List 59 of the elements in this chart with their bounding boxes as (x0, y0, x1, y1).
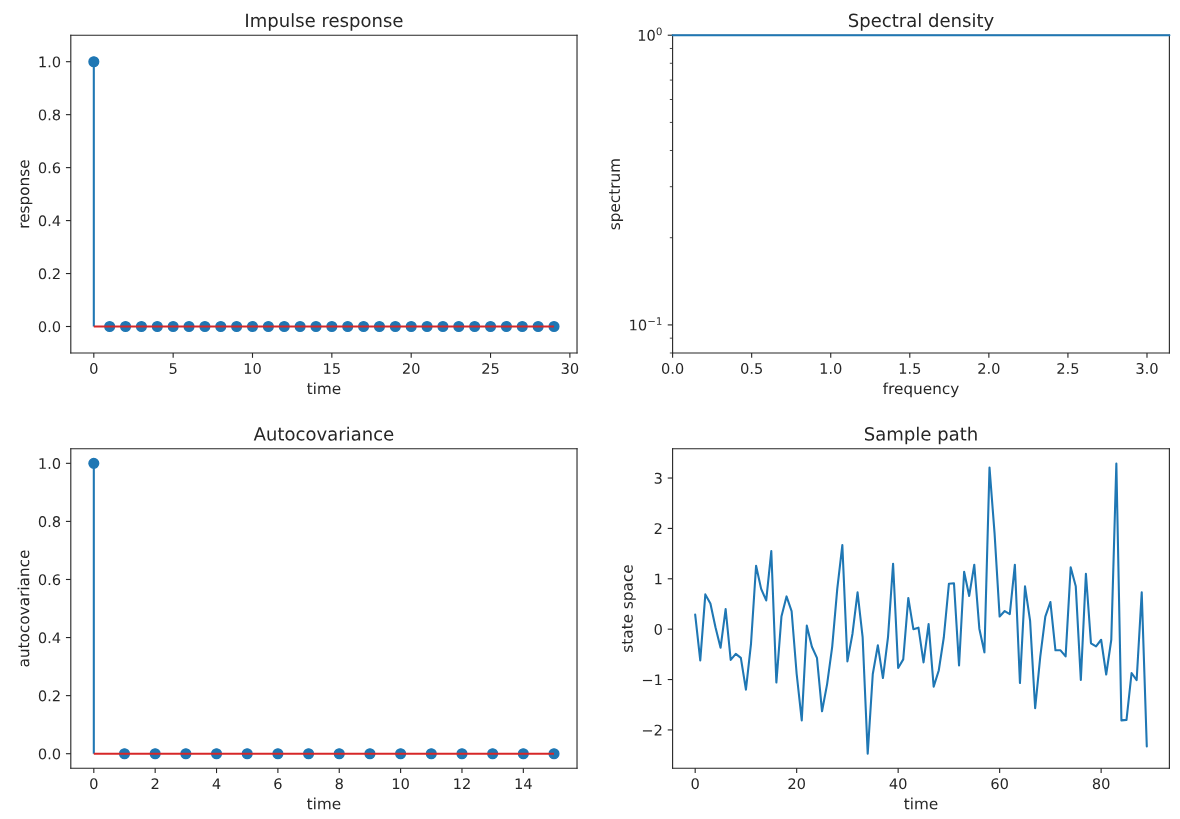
x-tick-label: 8 (335, 778, 343, 790)
y-tick-label: 2 (654, 523, 662, 534)
x-tick-label: 30 (561, 362, 579, 374)
x-tick-label: 5 (169, 363, 177, 374)
x-tick-label: 40 (889, 778, 907, 790)
y-tick-label: 10$^{0}$ (638, 27, 662, 41)
y-tick-label: 1.0 (39, 56, 61, 68)
y-tick-label: 0.2 (38, 268, 60, 280)
y-axis-title: spectrum (609, 159, 624, 230)
x-tick-label: 2.0 (978, 362, 1000, 374)
y-tick-label: 0.6 (38, 574, 61, 586)
y-axis-title: state space (621, 565, 636, 652)
x-tick-label: 6 (274, 778, 282, 790)
y-tick-label: 0.6 (38, 162, 61, 174)
x-tick-label: 80 (1092, 778, 1110, 790)
y-tick-label: 1 (655, 573, 662, 585)
x-tick-label: 3.0 (1136, 362, 1158, 374)
x-axis-title: time (307, 382, 341, 395)
y-tick-label: 0 (654, 623, 662, 635)
x-axis-title: frequency (883, 382, 959, 398)
y-tick-label: 3 (654, 472, 662, 484)
x-tick-label: 15 (324, 363, 340, 374)
y-tick-label: 10$^{−1}$ (630, 317, 662, 331)
x-tick-label: 2.5 (1057, 362, 1079, 374)
y-tick-label: −2 (642, 724, 662, 736)
y-tick-label: 0.4 (38, 215, 61, 227)
x-tick-label: 25 (482, 362, 499, 374)
x-axis-title: time (307, 797, 341, 810)
chart-title: Autocovariance (253, 426, 394, 441)
y-tick-label: 0.4 (38, 632, 61, 644)
x-tick-label: 10 (244, 362, 261, 374)
x-tick-label: 2 (151, 778, 159, 790)
x-tick-label: 0 (90, 362, 98, 374)
y-tick-label: 1.0 (39, 458, 61, 470)
x-tick-label: 20 (788, 778, 805, 790)
x-tick-label: 14 (515, 778, 532, 790)
x-tick-label: 0 (691, 778, 699, 790)
chart-title: Sample path (864, 426, 977, 445)
x-tick-label: 10 (392, 778, 409, 790)
chart-title: Impulse response (246, 13, 403, 31)
chart-title: Spectral density (848, 13, 994, 31)
x-axis-title: time (904, 797, 938, 810)
y-tick-label: 0.8 (38, 516, 61, 528)
y-tick-label: 0.8 (38, 109, 61, 121)
x-tick-label: 4 (212, 778, 221, 790)
x-tick-label: 1.0 (820, 362, 842, 374)
y-tick-label: 0.0 (38, 748, 61, 760)
y-tick-label: −1 (642, 674, 662, 686)
y-tick-label: 0.0 (38, 321, 61, 333)
x-tick-label: 1.5 (899, 363, 921, 374)
line-series (694, 462, 1148, 755)
x-tick-label: 12 (454, 778, 470, 790)
y-axis-title: response (20, 160, 33, 228)
x-tick-label: 0 (90, 778, 98, 790)
x-tick-label: 60 (991, 778, 1008, 790)
y-tick-label: 0.2 (38, 690, 60, 702)
x-tick-label: 20 (402, 362, 420, 374)
y-axis-title: autocovariance (17, 550, 30, 667)
x-tick-label: 0.5 (741, 362, 762, 374)
